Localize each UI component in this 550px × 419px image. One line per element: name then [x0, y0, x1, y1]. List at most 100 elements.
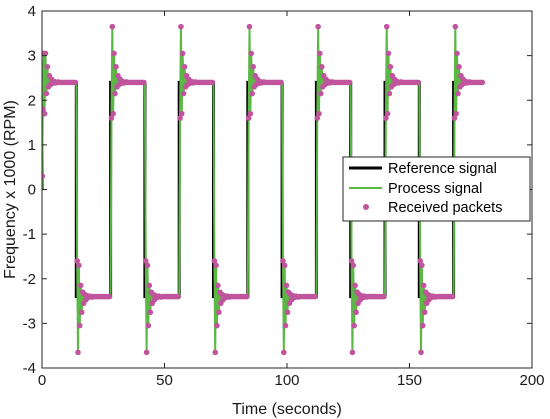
packet-point: [417, 258, 423, 264]
packet-point: [146, 282, 153, 289]
packet-point: [350, 262, 357, 269]
legend: Reference signal Process signal Received…: [342, 156, 531, 222]
packet-point: [346, 79, 353, 86]
packet-point: [281, 262, 288, 269]
packet-point: [147, 309, 154, 316]
packet-point: [249, 90, 256, 97]
packet-point: [280, 258, 286, 264]
packet-point: [42, 50, 49, 57]
packet-point: [456, 63, 462, 70]
packet-point: [213, 262, 219, 269]
x-tick-label: 150: [397, 372, 422, 389]
packet-point: [145, 322, 152, 329]
packet-point: [211, 258, 218, 264]
packet-point: [143, 349, 150, 356]
y-tick-label: 4: [28, 3, 36, 20]
packet-point: [245, 115, 252, 121]
packet-point: [384, 110, 391, 117]
packet-point: [454, 50, 460, 57]
packet-point: [42, 106, 46, 112]
packet-point: [453, 110, 459, 117]
legend-marker-packets: [363, 204, 369, 210]
packet-point: [44, 63, 51, 70]
packet-point: [380, 293, 387, 300]
y-tick-label: 3: [28, 48, 36, 65]
packet-point: [180, 90, 187, 97]
x-axis-label: Time (seconds): [232, 401, 342, 418]
packet-point: [113, 63, 119, 70]
packet-point: [75, 349, 81, 356]
packet-point: [216, 309, 222, 316]
packet-point: [418, 349, 424, 356]
packet-point: [177, 115, 183, 121]
packet-point: [318, 63, 325, 70]
packet-point: [209, 79, 216, 86]
packet-point: [352, 282, 358, 289]
packet-point: [246, 23, 253, 30]
packet-point: [247, 110, 254, 117]
packet-point: [449, 293, 456, 300]
packet-point: [419, 322, 426, 329]
packet-point: [283, 282, 290, 289]
packet-point: [314, 115, 321, 121]
y-tick-label: 1: [28, 137, 36, 154]
x-tick-label: 0: [38, 372, 46, 389]
packet-point: [383, 115, 389, 121]
packet-point: [317, 50, 323, 57]
packet-point: [108, 115, 115, 121]
packet-point: [243, 293, 250, 300]
packet-point: [76, 262, 82, 269]
packet-point: [419, 262, 425, 269]
y-tick-label: 2: [28, 92, 36, 109]
x-tick-label: 50: [156, 372, 173, 389]
packet-point: [110, 110, 116, 117]
packet-point: [106, 293, 113, 300]
packet-point: [281, 349, 287, 356]
packet-point: [415, 79, 421, 86]
packet-point: [451, 115, 458, 121]
packet-point: [312, 293, 318, 300]
packet-point: [248, 50, 255, 57]
packet-point: [179, 50, 186, 57]
packet-point: [385, 50, 392, 57]
x-tick-label: 200: [519, 372, 544, 389]
packet-point: [112, 90, 118, 97]
packet-point: [178, 110, 185, 117]
packet-point: [349, 349, 356, 356]
packet-point: [386, 90, 393, 97]
packet-point: [142, 258, 149, 264]
packet-point: [42, 110, 48, 117]
packet-point: [353, 309, 359, 316]
packet-point: [282, 322, 289, 329]
packet-point: [175, 293, 181, 300]
packet-point: [78, 309, 85, 316]
packet-point: [43, 90, 50, 97]
packet-point: [214, 322, 220, 329]
y-tick-label: -4: [23, 360, 36, 377]
packet-point: [77, 282, 84, 289]
y-tick-label: -2: [23, 271, 36, 288]
packet-point: [74, 258, 80, 264]
packet-point: [348, 258, 355, 264]
packet-point: [72, 79, 78, 86]
packet-point: [318, 90, 324, 97]
packet-point: [421, 309, 428, 316]
ticks: 0 50 100 150 200 -4 -3 -2 -1 0 1 2 3 4: [23, 3, 545, 389]
plot-area: [42, 23, 486, 356]
y-tick-label: -1: [23, 226, 36, 243]
packet-point: [479, 79, 486, 86]
legend-label-packets: Received packets: [388, 200, 502, 216]
packet-point: [250, 63, 256, 70]
packet-point: [111, 50, 117, 57]
packet-point: [140, 79, 147, 86]
packet-point: [284, 309, 291, 316]
packet-point: [215, 282, 221, 289]
packet-point: [76, 322, 83, 329]
packet-point: [42, 173, 46, 179]
packet-point: [144, 262, 151, 269]
packet-point: [212, 349, 219, 356]
y-axis-label: Frequency x 1000 (RPM): [2, 100, 19, 279]
y-tick-label: 0: [28, 182, 36, 199]
packet-point: [109, 23, 116, 30]
